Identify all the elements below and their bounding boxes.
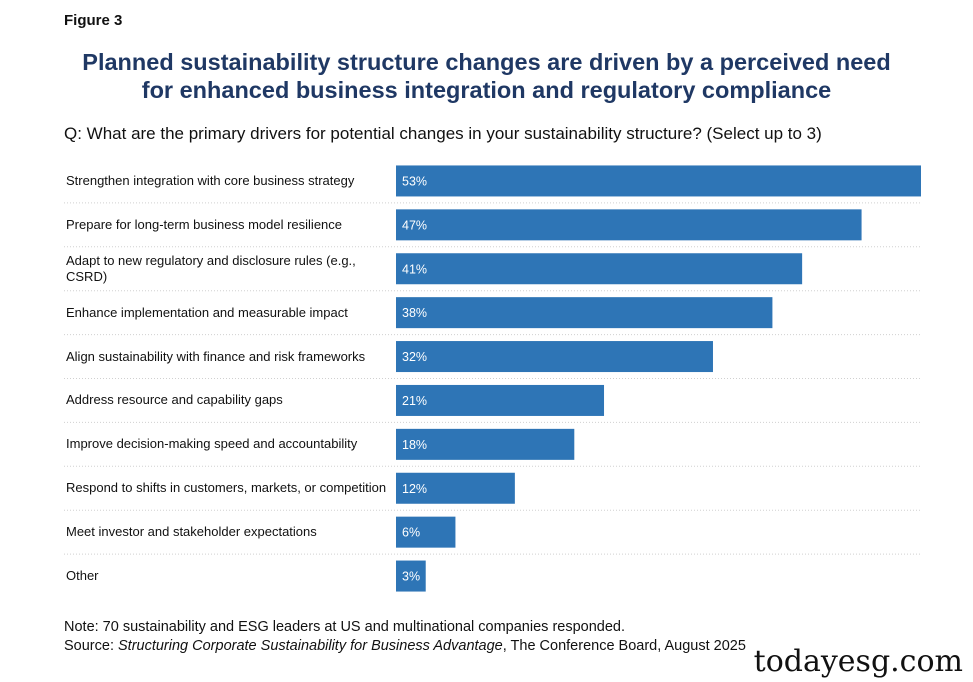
bar-value-label: 41%: [402, 262, 427, 276]
bar: [396, 165, 921, 197]
chart-title: Planned sustainability structure changes…: [40, 48, 933, 104]
source-prefix: Source:: [64, 638, 118, 654]
bar-value-label: 12%: [402, 482, 427, 496]
chart-title-line-2: for enhanced business integration and re…: [141, 77, 832, 103]
source-title: Structuring Corporate Sustainability for…: [118, 638, 503, 654]
category-label: Meet investor and stakeholder expectatio…: [66, 524, 317, 540]
chart-source: Source: Structuring Corporate Sustainabi…: [64, 637, 746, 655]
bar: [396, 516, 456, 548]
bar-value-label: 18%: [402, 438, 427, 452]
category-label: Respond to shifts in customers, markets,…: [66, 480, 387, 496]
source-suffix: , The Conference Board, August 2025: [502, 638, 746, 654]
bar: [396, 209, 862, 241]
bar: [396, 297, 773, 329]
chart-title-line-1: Planned sustainability structure changes…: [82, 49, 891, 75]
category-label: Adapt to new regulatory and disclosure r…: [66, 252, 356, 284]
chart-note: Note: 70 sustainability and ESG leaders …: [64, 619, 625, 635]
watermark: todayesg.com: [749, 644, 967, 680]
bar: [396, 253, 803, 285]
bar-value-label: 38%: [402, 306, 427, 320]
bar-value-label: 53%: [402, 174, 427, 188]
bar-value-label: 47%: [402, 218, 427, 232]
category-label: Enhance implementation and measurable im…: [66, 304, 348, 320]
bar: [396, 472, 515, 504]
category-label: Align sustainability with finance and ri…: [66, 348, 366, 364]
bar-value-label: 3%: [402, 570, 420, 584]
bar: [396, 560, 426, 592]
category-label: Prepare for long-term business model res…: [66, 216, 343, 232]
survey-question: Q: What are the primary drivers for pote…: [64, 124, 822, 143]
figure-label: Figure 3: [64, 12, 123, 29]
bar-value-label: 21%: [402, 394, 427, 408]
bar-value-label: 32%: [402, 350, 427, 364]
bar: [396, 341, 713, 373]
bar: [396, 428, 575, 460]
category-label: Strengthen integration with core busines…: [66, 172, 355, 188]
category-label: Improve decision-making speed and accoun…: [66, 436, 358, 452]
bar-value-label: 6%: [402, 526, 420, 540]
bar: [396, 384, 605, 416]
category-label: Address resource and capability gaps: [66, 392, 283, 408]
category-label: Other: [66, 568, 99, 584]
